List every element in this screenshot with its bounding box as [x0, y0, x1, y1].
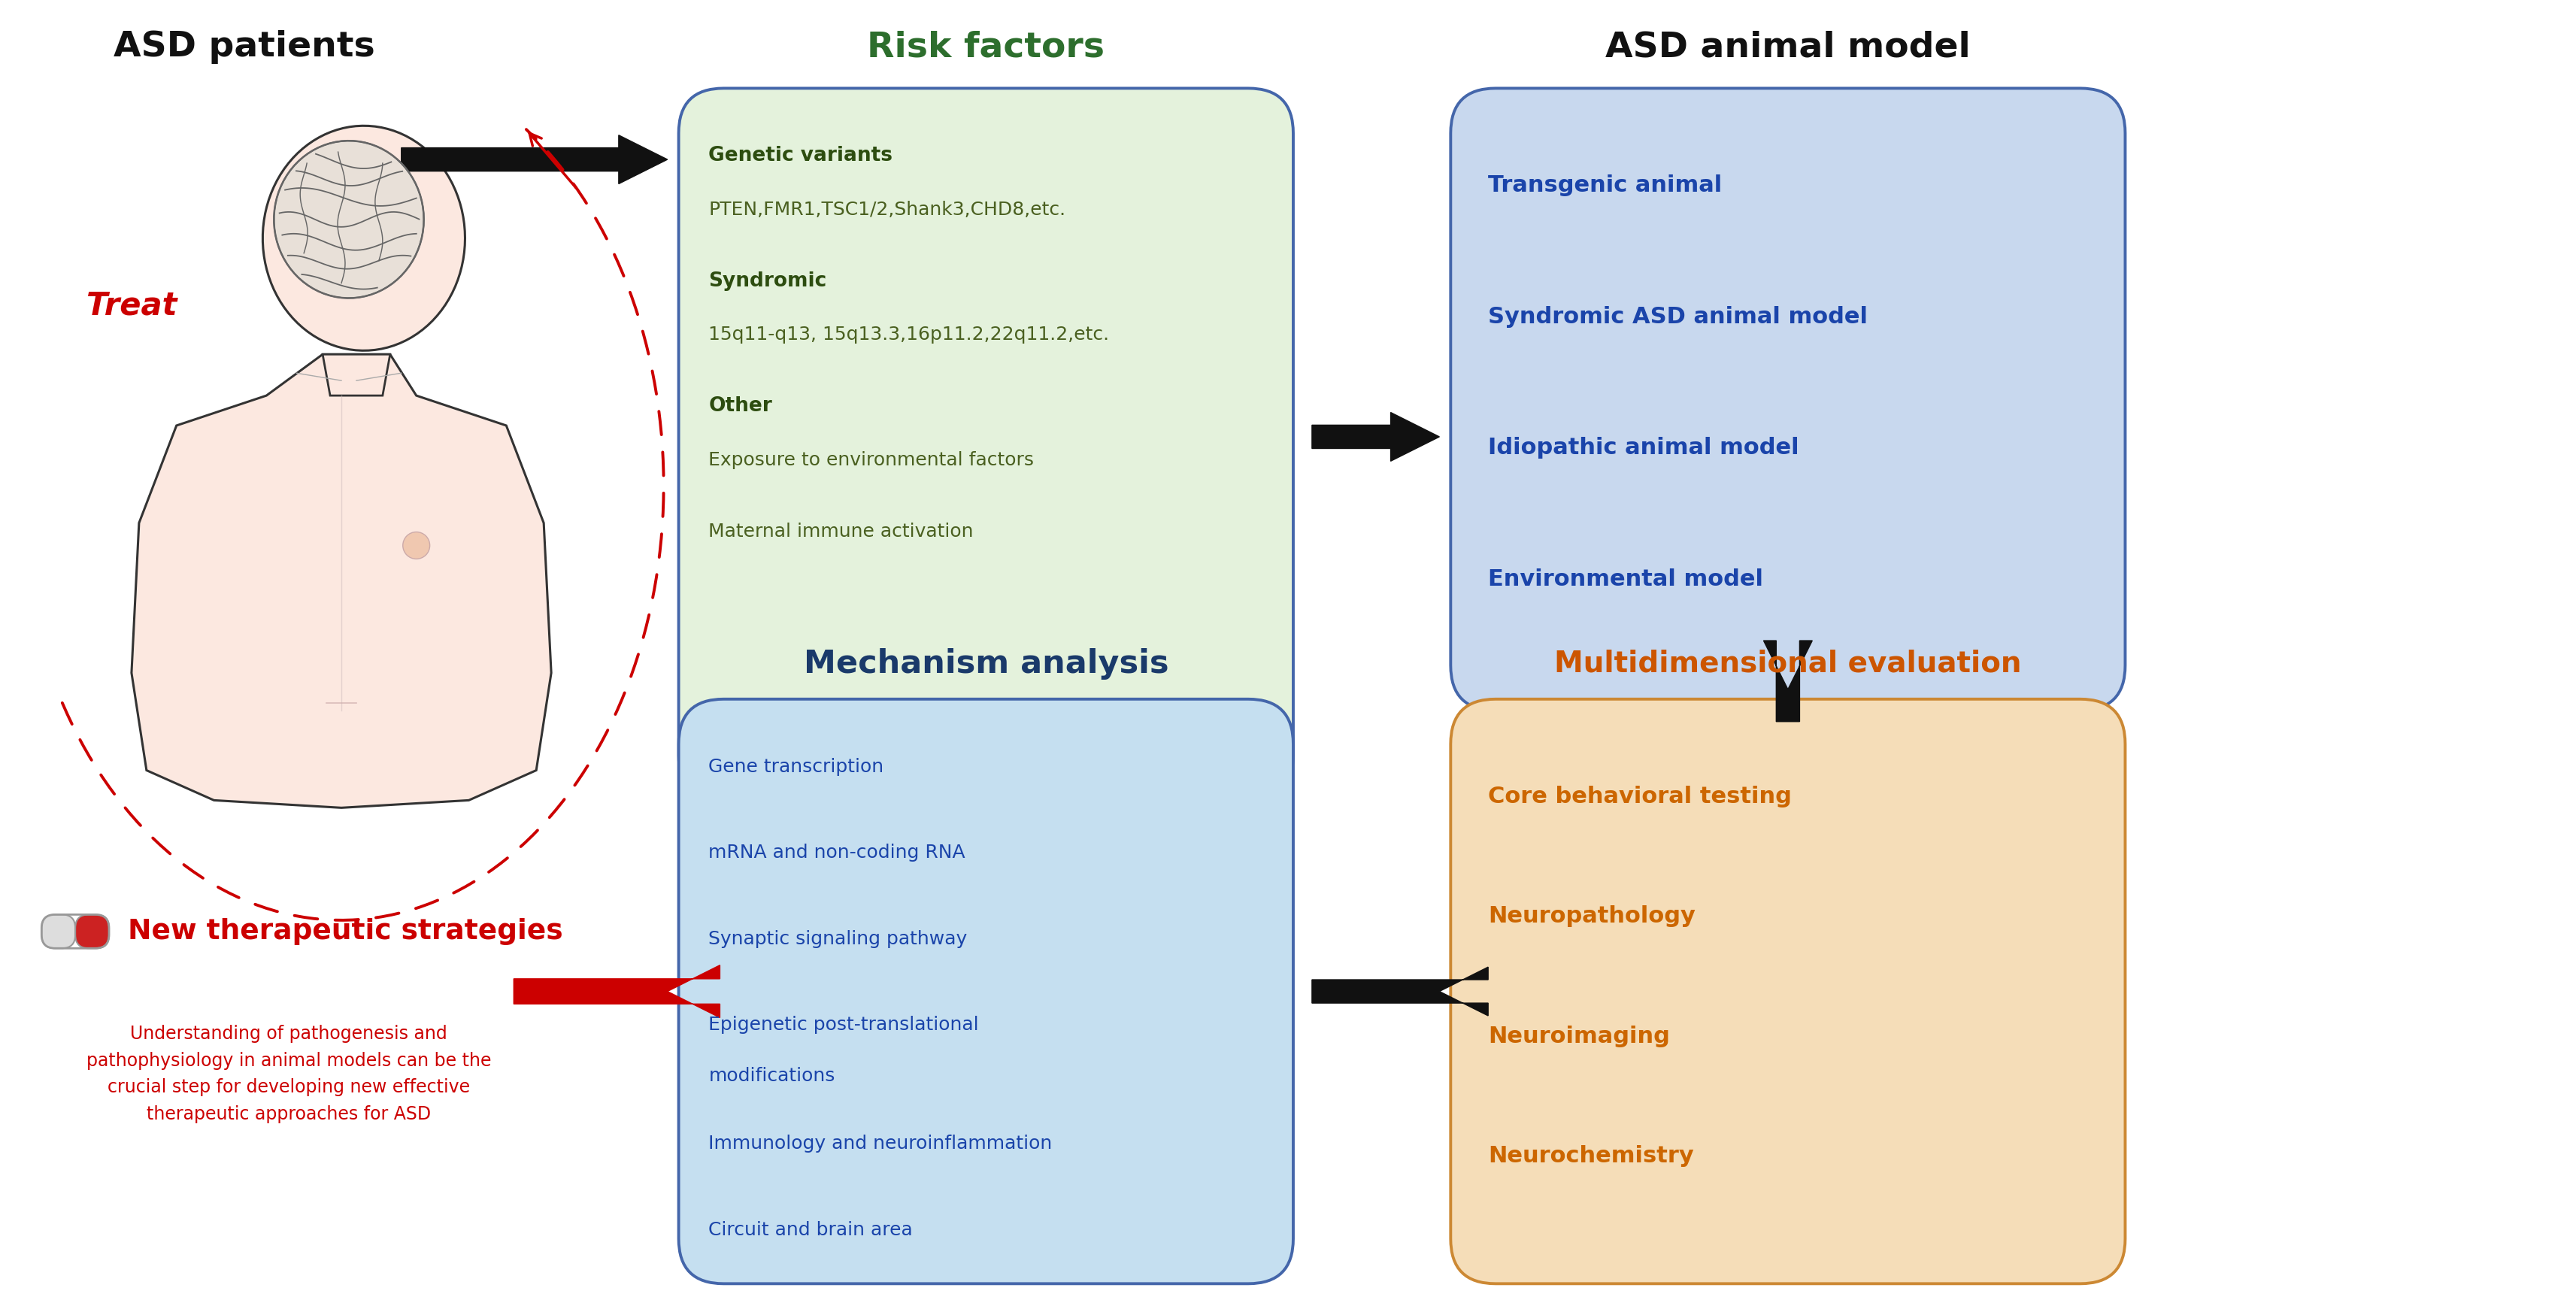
Text: ASD animal model: ASD animal model: [1605, 30, 1971, 64]
Text: Syndromic ASD animal model: Syndromic ASD animal model: [1489, 306, 1868, 328]
Polygon shape: [131, 354, 551, 808]
Text: mRNA and non-coding RNA: mRNA and non-coding RNA: [708, 844, 966, 862]
Text: Mechanism analysis: Mechanism analysis: [804, 648, 1170, 680]
Text: Neuropathology: Neuropathology: [1489, 905, 1695, 928]
Polygon shape: [1765, 640, 1814, 722]
Text: Immunology and neuroinflammation: Immunology and neuroinflammation: [708, 1135, 1054, 1152]
Text: modifications: modifications: [708, 1067, 835, 1085]
Polygon shape: [402, 135, 667, 184]
Text: Exposure to environmental factors: Exposure to environmental factors: [708, 451, 1033, 468]
FancyBboxPatch shape: [41, 914, 75, 949]
Text: Genetic variants: Genetic variants: [708, 146, 894, 165]
Polygon shape: [322, 354, 389, 395]
Text: Gene transcription: Gene transcription: [708, 757, 884, 775]
Text: ASD patients: ASD patients: [113, 30, 374, 64]
Polygon shape: [513, 966, 719, 1018]
Circle shape: [402, 531, 430, 559]
Polygon shape: [1311, 967, 1489, 1015]
FancyBboxPatch shape: [1450, 699, 2125, 1283]
Text: Circuit and brain area: Circuit and brain area: [708, 1220, 912, 1239]
FancyBboxPatch shape: [677, 699, 1293, 1283]
Text: Understanding of pathogenesis and
pathophysiology in animal models can be the
cr: Understanding of pathogenesis and pathop…: [88, 1025, 492, 1123]
Polygon shape: [1311, 412, 1440, 461]
Text: Synaptic signaling pathway: Synaptic signaling pathway: [708, 930, 969, 949]
Text: Multidimensional evaluation: Multidimensional evaluation: [1553, 649, 2022, 678]
Text: PTEN,FMR1,TSC1/2,Shank3,CHD8,etc.: PTEN,FMR1,TSC1/2,Shank3,CHD8,etc.: [708, 201, 1066, 219]
Text: New therapeutic strategies: New therapeutic strategies: [129, 918, 562, 945]
Text: Risk factors: Risk factors: [868, 30, 1105, 64]
FancyBboxPatch shape: [677, 88, 1293, 800]
Text: Syndromic: Syndromic: [708, 272, 827, 291]
Text: Maternal immune activation: Maternal immune activation: [708, 522, 974, 541]
FancyBboxPatch shape: [1450, 88, 2125, 710]
FancyBboxPatch shape: [75, 914, 108, 949]
Text: Epigenetic post-translational: Epigenetic post-translational: [708, 1015, 979, 1034]
Text: Environmental model: Environmental model: [1489, 568, 1765, 590]
Text: Idiopathic animal model: Idiopathic animal model: [1489, 437, 1798, 459]
Text: Treat: Treat: [88, 290, 178, 321]
Text: Transgenic animal: Transgenic animal: [1489, 174, 1723, 197]
Polygon shape: [263, 126, 466, 350]
Text: Neuroimaging: Neuroimaging: [1489, 1026, 1669, 1047]
Text: 15q11-q13, 15q13.3,16p11.2,22q11.2,etc.: 15q11-q13, 15q13.3,16p11.2,22q11.2,etc.: [708, 325, 1110, 344]
Text: Core behavioral testing: Core behavioral testing: [1489, 786, 1793, 807]
Text: Neurochemistry: Neurochemistry: [1489, 1145, 1695, 1168]
Polygon shape: [273, 140, 425, 298]
Text: Other: Other: [708, 396, 773, 416]
